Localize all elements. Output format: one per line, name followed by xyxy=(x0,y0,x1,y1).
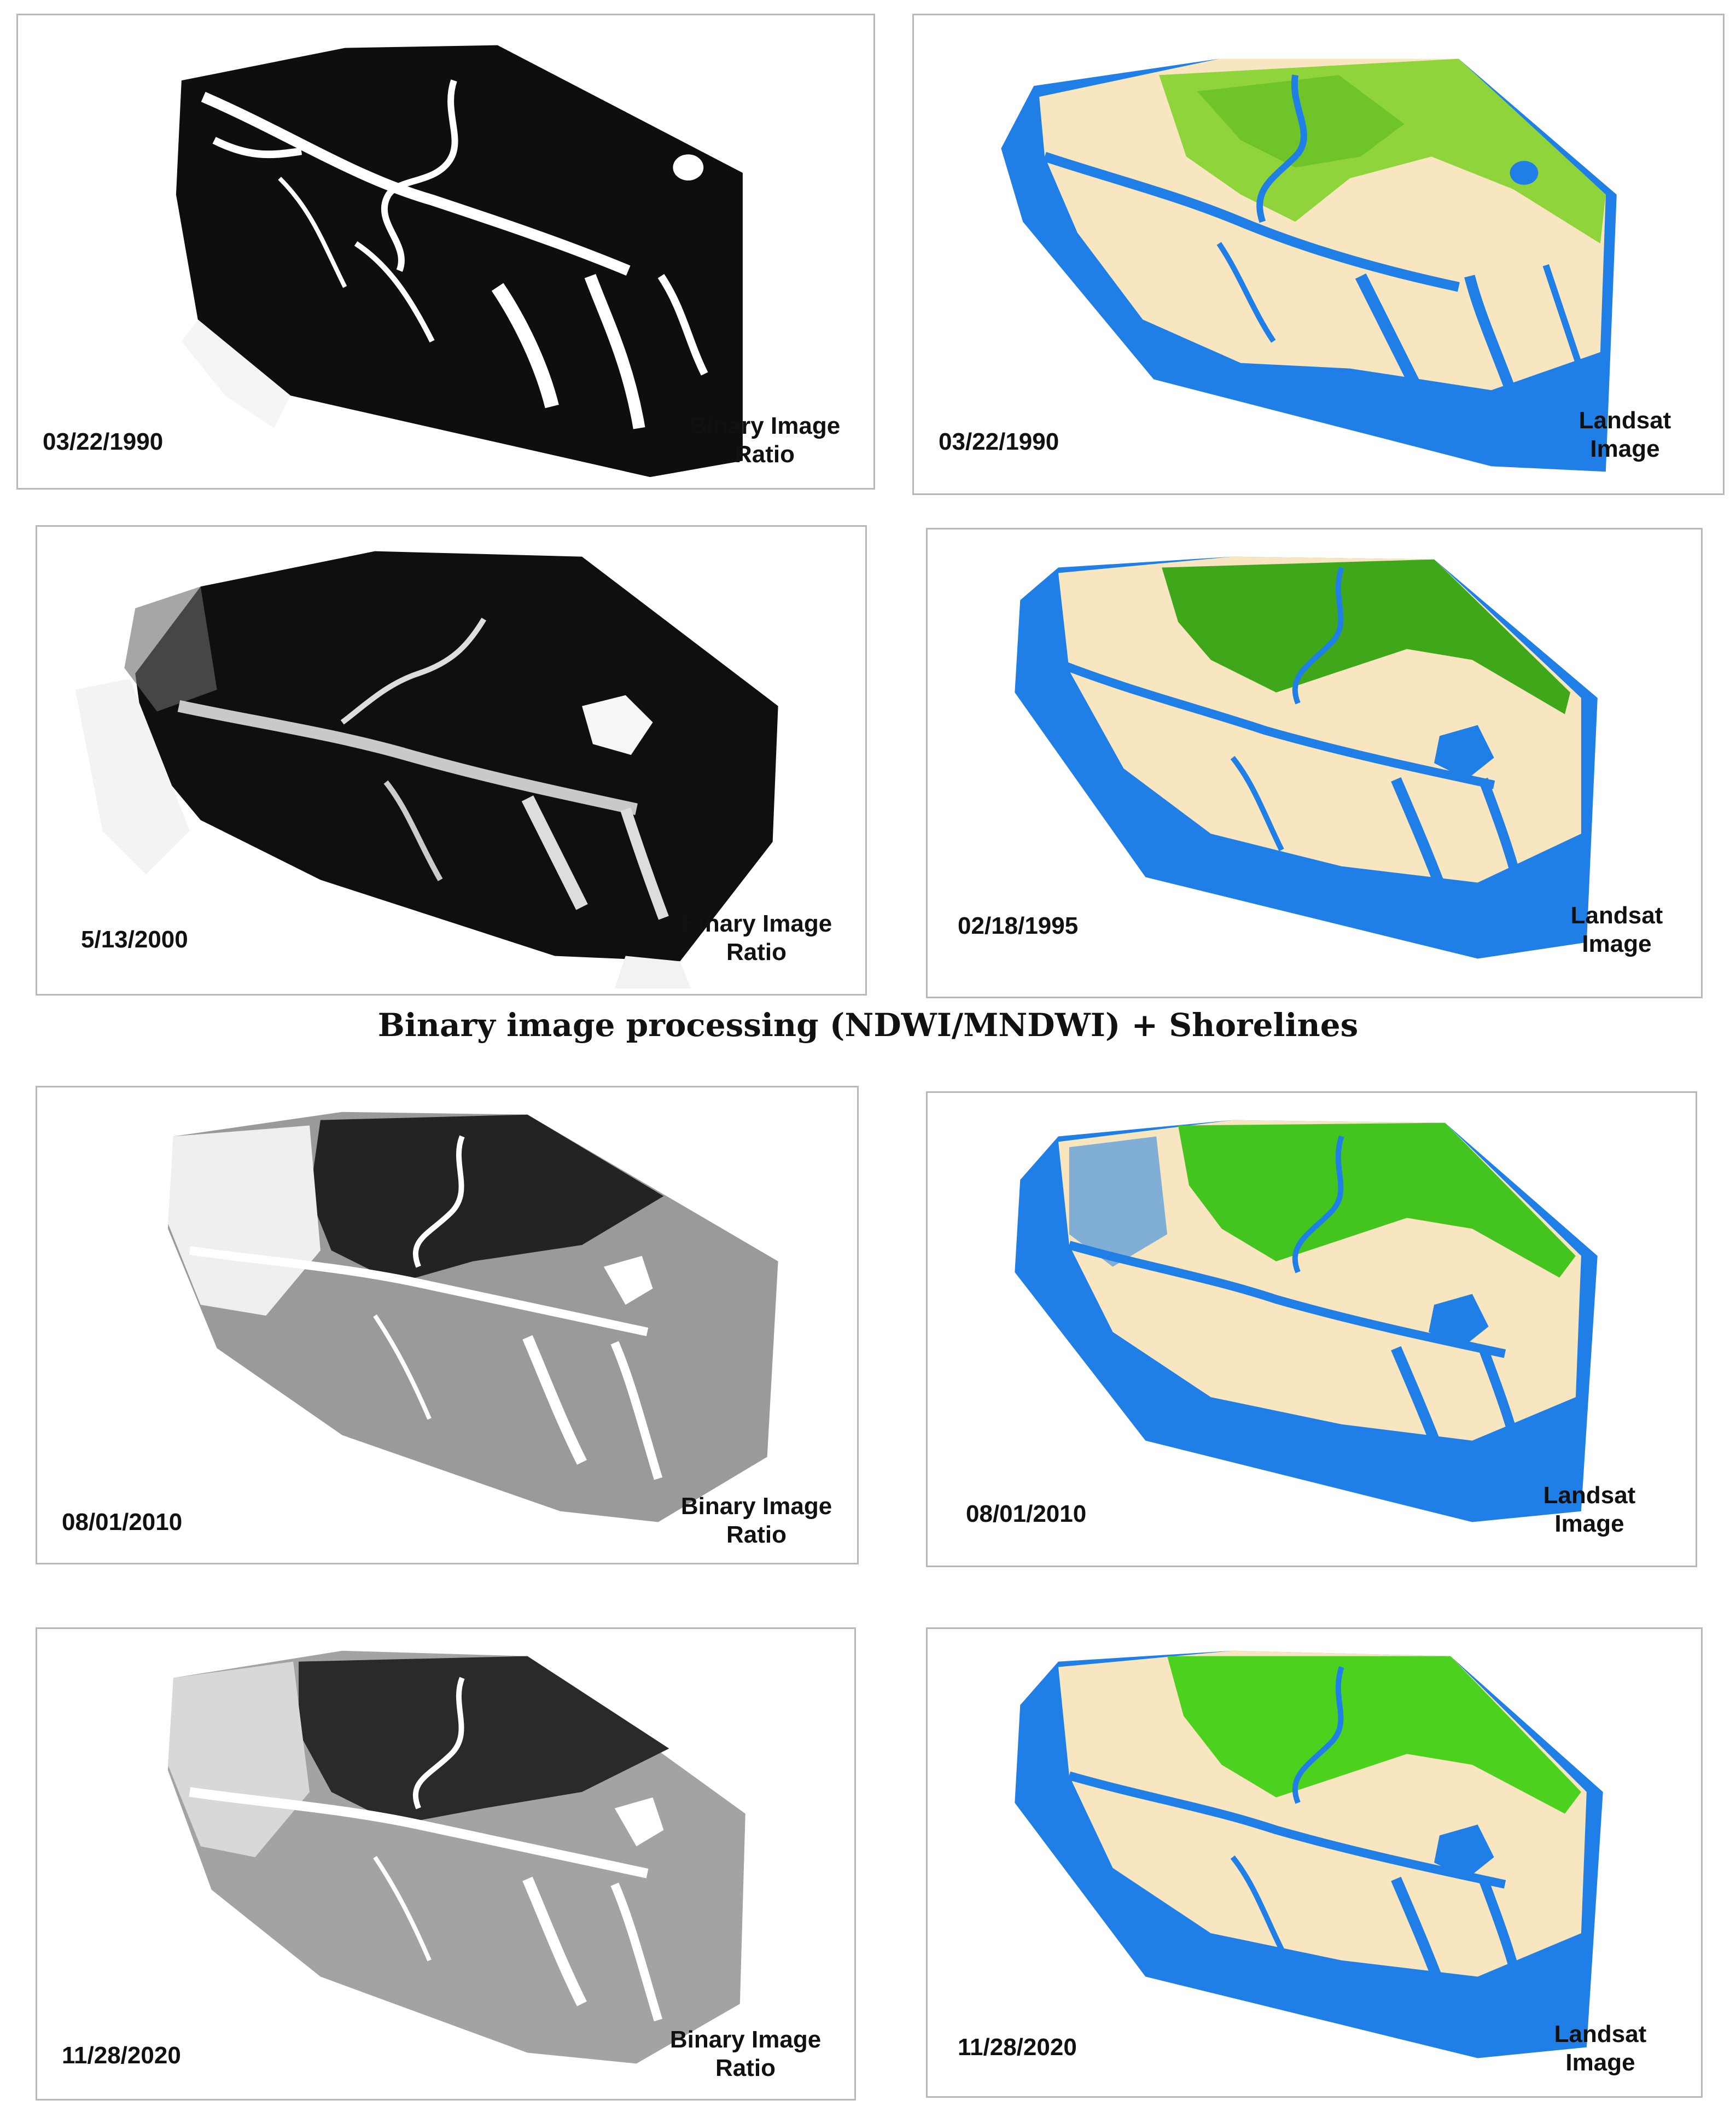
date-label: 08/01/2010 xyxy=(62,1509,183,1535)
label-line1: Landsat xyxy=(1570,902,1663,929)
date-label: 5/13/2000 xyxy=(81,926,188,953)
binary-image-map xyxy=(168,1650,745,2064)
image-type-label: Binary Image Ratio xyxy=(655,2026,836,2082)
label-line2: Image xyxy=(1554,1510,1624,1537)
label-line2: Image xyxy=(1582,930,1652,957)
landsat-image-map xyxy=(1001,59,1617,472)
label-line2: Ratio xyxy=(726,1521,787,1548)
label-line1: Binary Image xyxy=(680,1493,832,1520)
landsat-image-map xyxy=(1015,1120,1598,1522)
panel-binary-1990: 03/22/1990 Binary Image Ratio xyxy=(16,14,875,490)
landsat-image-map xyxy=(1015,1650,1603,2058)
image-type-label: Binary Image Ratio xyxy=(674,412,855,469)
label-line2: Ratio xyxy=(715,2055,776,2081)
image-type-label: Landsat Image xyxy=(1529,2020,1671,2077)
figure-caption: Binary image processing (NDWI/MNDWI) + S… xyxy=(377,1007,1359,1044)
date-label: 03/22/1990 xyxy=(43,428,164,455)
image-type-label: Landsat Image xyxy=(1554,406,1696,463)
label-line1: Landsat xyxy=(1578,407,1671,434)
date-label: 08/01/2010 xyxy=(966,1500,1087,1527)
binary-image-map xyxy=(176,45,743,478)
binary-image-map xyxy=(168,1112,778,1522)
date-label: 11/28/2020 xyxy=(62,2042,181,2069)
landsat-image-map xyxy=(1015,556,1598,959)
panel-binary-2000: 5/13/2000 Binary Image Ratio xyxy=(36,525,867,996)
image-type-label: Binary Image Ratio xyxy=(666,910,847,967)
label-line1: Binary Image xyxy=(669,2026,822,2053)
panel-binary-2010: 08/01/2010 Binary Image Ratio xyxy=(36,1086,859,1564)
panel-landsat-1990: 03/22/1990 Landsat Image xyxy=(912,14,1725,495)
date-label: 03/22/1990 xyxy=(939,428,1059,455)
binary-image-map xyxy=(75,551,778,989)
image-type-label: Landsat Image xyxy=(1546,901,1688,958)
date-label: 02/18/1995 xyxy=(958,912,1079,939)
label-line2: Image xyxy=(1565,2049,1635,2076)
image-type-label: Landsat Image xyxy=(1518,1481,1661,1538)
label-line1: Landsat xyxy=(1554,2021,1647,2047)
label-line2: Image xyxy=(1590,435,1660,462)
panel-binary-2020: 11/28/2020 Binary Image Ratio xyxy=(36,1627,856,2101)
panel-landsat-1995: 02/18/1995 Landsat Image xyxy=(926,528,1703,998)
image-type-label: Binary Image Ratio xyxy=(666,1492,847,1549)
label-line2: Ratio xyxy=(735,441,795,468)
panel-landsat-2020: 11/28/2020 Landsat Image xyxy=(926,1627,1703,2098)
date-label: 11/28/2020 xyxy=(958,2034,1077,2061)
label-line1: Binary Image xyxy=(689,412,841,439)
panel-landsat-2010: 08/01/2010 Landsat Image xyxy=(926,1091,1697,1567)
label-line1: Binary Image xyxy=(680,910,832,937)
label-line1: Landsat xyxy=(1543,1482,1636,1509)
label-line2: Ratio xyxy=(726,939,787,965)
